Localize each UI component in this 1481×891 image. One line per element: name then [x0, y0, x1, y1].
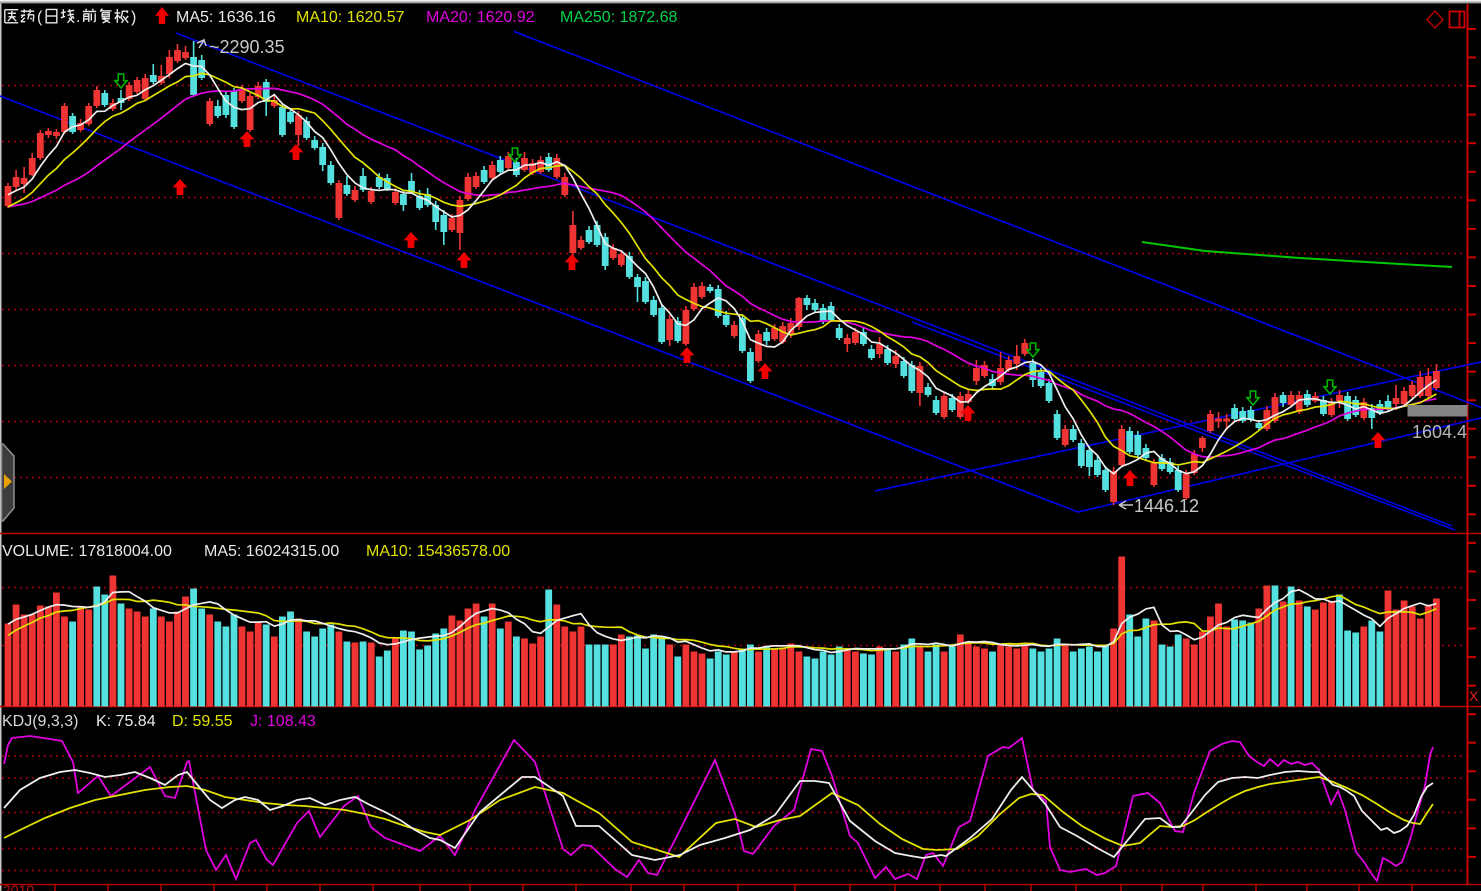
svg-text:D: 59.55: D: 59.55: [172, 713, 233, 730]
svg-text:MA20: 1620.92: MA20: 1620.92: [426, 9, 535, 26]
svg-text:K: 75.84: K: 75.84: [96, 713, 156, 730]
svg-text:MA10: 1620.57: MA10: 1620.57: [296, 9, 405, 26]
svg-text:~2290.35: ~2290.35: [209, 37, 285, 57]
svg-text:MA5: 16024315.00: MA5: 16024315.00: [204, 543, 339, 560]
svg-text:(: (: [37, 9, 43, 26]
svg-text:MA250: 1872.68: MA250: 1872.68: [560, 9, 678, 26]
svg-text:J: 108.43: J: 108.43: [250, 713, 316, 730]
svg-text:MA5: 1636.16: MA5: 1636.16: [176, 9, 276, 26]
svg-text:1446.12: 1446.12: [1134, 496, 1199, 516]
svg-text:VOLUME: 17818004.00: VOLUME: 17818004.00: [2, 543, 172, 560]
svg-text:1604.4: 1604.4: [1412, 422, 1467, 442]
svg-text:): ): [131, 9, 136, 26]
svg-text:X: X: [1469, 688, 1479, 704]
svg-text:.: .: [76, 9, 80, 26]
svg-text:2010: 2010: [3, 882, 34, 891]
svg-text:KDJ(9,3,3): KDJ(9,3,3): [2, 713, 78, 730]
svg-text:MA10: 15436578.00: MA10: 15436578.00: [366, 543, 510, 560]
